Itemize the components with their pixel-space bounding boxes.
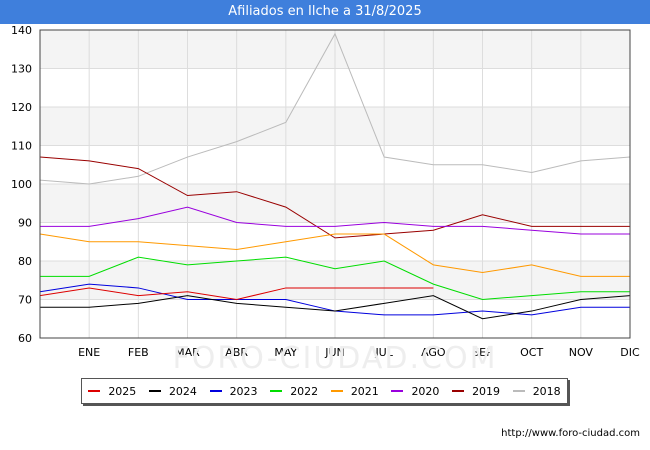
legend-label: 2019 (472, 384, 501, 398)
chart-title: Afiliados en Ilche a 31/8/2025 (0, 0, 650, 24)
legend-swatch (512, 390, 525, 392)
legend-item-2025: 2025 (88, 385, 136, 398)
legend-item-2024: 2024 (148, 384, 197, 398)
x-tick-label: DIC (620, 346, 640, 359)
x-tick-label: AGO (421, 346, 446, 359)
legend-swatch (88, 390, 101, 392)
x-tick-label: ENE (78, 346, 100, 359)
legend-label: 2024 (168, 384, 197, 398)
x-tick-label: MAR (175, 346, 200, 359)
x-tick-label: NOV (569, 346, 594, 359)
y-tick-label: 90 (18, 217, 32, 230)
series-line-2021 (39, 233, 630, 277)
legend-label: 2022 (290, 384, 319, 398)
series-line-2018 (39, 32, 631, 185)
legend-item-2020: 2020 (391, 385, 439, 398)
legend-item-2023: 2023 (209, 384, 258, 398)
series-line-2025 (39, 287, 434, 301)
legend-label: 2021 (350, 384, 379, 398)
legend-label: 2023 (229, 384, 258, 398)
x-tick-label: JUN (324, 346, 345, 359)
x-tick-label: OCT (520, 346, 543, 359)
y-tick-label: 130 (11, 63, 32, 76)
y-tick-label: 70 (18, 294, 32, 307)
legend-swatch (148, 390, 161, 392)
legend-label: 2025 (108, 384, 137, 398)
legend-item-2021: 2021 (330, 384, 379, 398)
y-tick-label: 80 (18, 255, 32, 268)
legend-label: 2018 (532, 384, 561, 398)
x-tick-label: FEB (128, 346, 149, 359)
y-tick-label: 120 (11, 101, 32, 114)
legend-item-2018: 2018 (512, 384, 561, 398)
x-tick-label: MAY (274, 346, 297, 359)
y-tick-label: 140 (11, 24, 32, 37)
series-line-2019 (39, 156, 630, 239)
y-tick-label: 110 (11, 140, 32, 153)
watermark: FORO-CIUDAD.COM (173, 341, 498, 376)
legend-item-2019: 2019 (452, 385, 500, 398)
legend-swatch (270, 390, 283, 392)
x-tick-label: ABR (225, 346, 248, 359)
legend-swatch (452, 390, 465, 392)
legend-label: 2020 (411, 384, 440, 398)
series-line-2022 (40, 256, 630, 301)
y-tick-label: 60 (18, 332, 32, 345)
source-url[interactable]: http://www.foro-ciudad.com (501, 428, 640, 439)
x-tick-label: JUL (374, 346, 393, 359)
y-tick-label: 100 (11, 178, 32, 191)
chart-legend: 2025 2024 2023 2022 2021 2020 2019 2018 (81, 378, 568, 404)
legend-swatch (391, 390, 404, 392)
legend-swatch (330, 390, 343, 392)
legend-item-2022: 2022 (270, 385, 318, 398)
x-tick-label: SEP (472, 346, 493, 359)
series-line-2020 (40, 206, 630, 235)
legend-swatch (209, 390, 222, 392)
series-line-2024 (40, 295, 631, 320)
plot-area-border (39, 29, 631, 339)
